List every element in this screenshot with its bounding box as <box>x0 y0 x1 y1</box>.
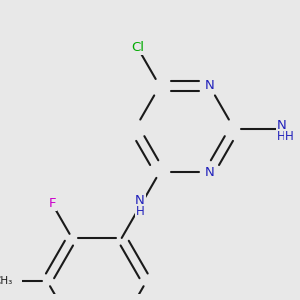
Text: N: N <box>135 194 145 207</box>
Text: Cl: Cl <box>131 41 144 54</box>
Text: F: F <box>49 197 56 210</box>
Text: CH₃: CH₃ <box>0 276 12 286</box>
Text: H: H <box>277 130 286 143</box>
Text: N: N <box>205 166 214 178</box>
Text: N: N <box>277 119 286 132</box>
Text: H: H <box>284 130 293 143</box>
Text: H: H <box>136 205 144 218</box>
Text: N: N <box>205 80 214 92</box>
